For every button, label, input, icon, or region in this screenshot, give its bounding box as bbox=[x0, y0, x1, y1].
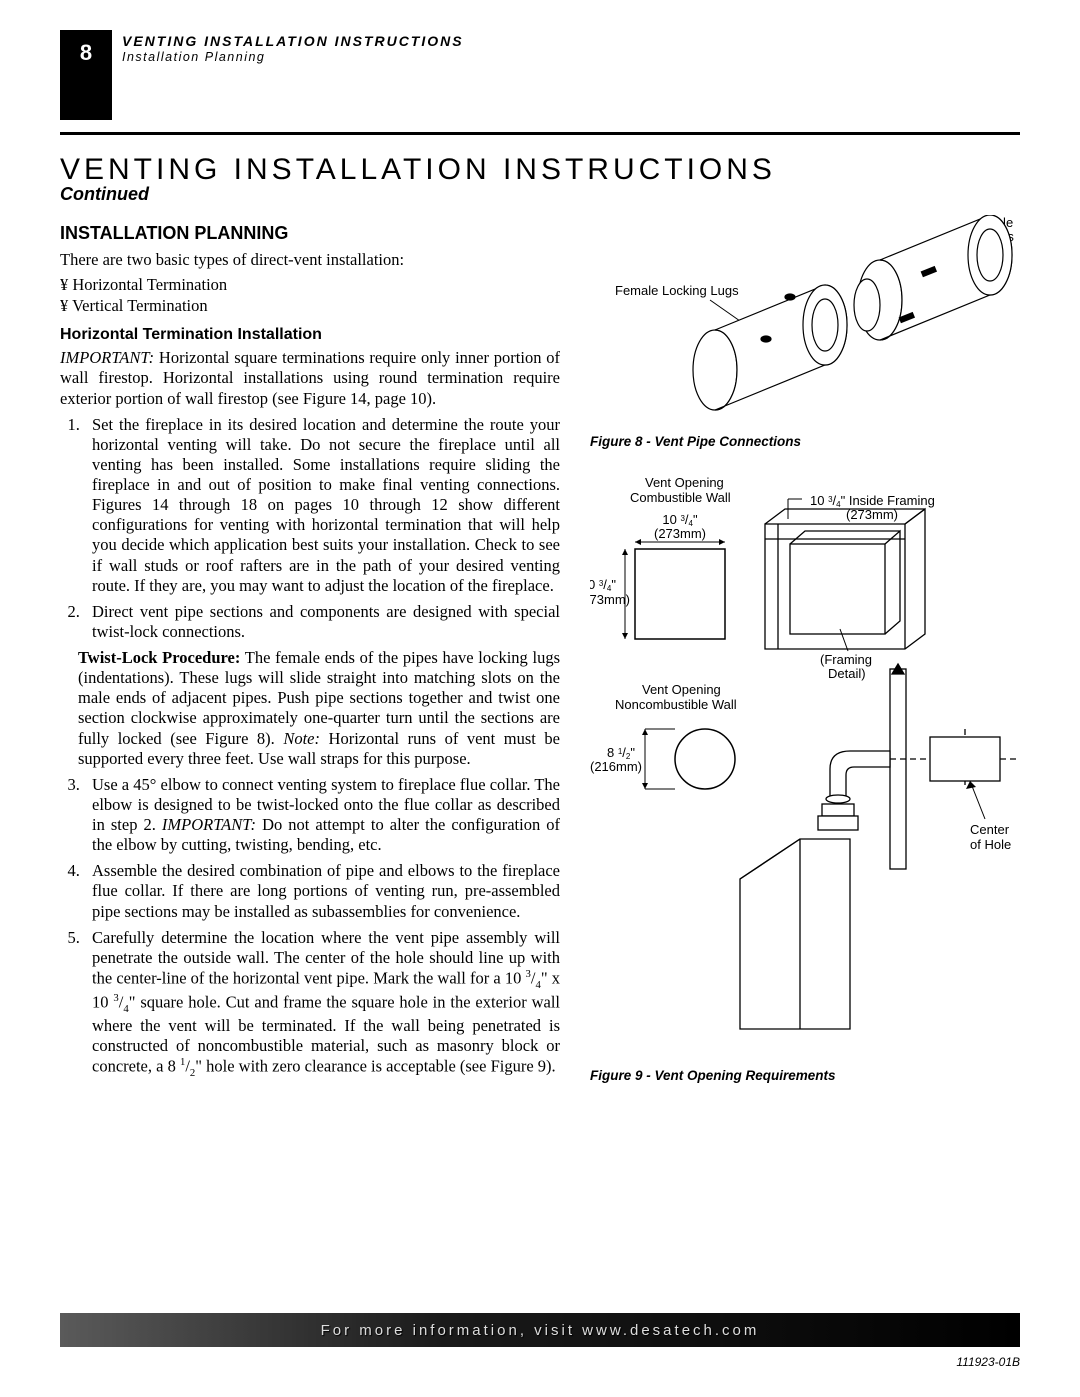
steps-list: Set the fireplace in its desired locatio… bbox=[60, 415, 560, 642]
fig9-dim-h2: (273mm) bbox=[654, 526, 706, 541]
fig9-noncomb-2: Noncombustible Wall bbox=[615, 697, 737, 712]
fig9-vent-opening-comb-2: Combustible Wall bbox=[630, 490, 731, 505]
subsection-heading: Horizontal Termination Installation bbox=[60, 326, 560, 344]
page-header: 8 VENTING INSTALLATION INSTRUCTIONS Inst… bbox=[60, 30, 1020, 120]
continued-label: Continued bbox=[60, 184, 1020, 205]
important-paragraph: IMPORTANT: Horizontal square termination… bbox=[60, 348, 560, 408]
fig9-noncomb-1: Vent Opening bbox=[642, 682, 721, 697]
left-column: INSTALLATION PLANNING There are two basi… bbox=[60, 215, 560, 1086]
fig8-female-lugs-label: Female Locking Lugs bbox=[615, 283, 739, 298]
fig9-vent-opening-comb-1: Vent Opening bbox=[645, 475, 724, 490]
step-4: Assemble the desired combination of pipe… bbox=[84, 861, 560, 921]
step-1: Set the fireplace in its desired locatio… bbox=[84, 415, 560, 596]
footer-text: For more information, visit www.desatech… bbox=[321, 1322, 760, 1339]
main-title: VENTING INSTALLATION INSTRUCTIONS bbox=[60, 153, 1020, 186]
section-heading: INSTALLATION PLANNING bbox=[60, 223, 560, 244]
twist-lock-paragraph: Twist-Lock Procedure: The female ends of… bbox=[78, 648, 560, 769]
document-id: 111923-01B bbox=[956, 1355, 1020, 1369]
figure-8-caption: Figure 8 - Vent Pipe Connections bbox=[590, 434, 1020, 449]
fig9-center-2: of Hole bbox=[970, 837, 1011, 852]
header-line-2: Installation Planning bbox=[122, 50, 464, 64]
header-line-1: VENTING INSTALLATION INSTRUCTIONS bbox=[122, 33, 464, 49]
fig9-dim-circle-2: (216mm) bbox=[590, 759, 642, 774]
page-number-box: 8 bbox=[60, 30, 112, 120]
fig9-dim-v2: (273mm) bbox=[590, 592, 630, 607]
step-3: Use a 45° elbow to connect venting syste… bbox=[84, 775, 560, 856]
fig9-center-1: Center bbox=[970, 822, 1010, 837]
bullet-2: ¥ Vertical Termination bbox=[60, 295, 560, 316]
fig9-dim-v1: 10 3/4" bbox=[590, 577, 616, 593]
fig9-framing-detail-1: (Framing bbox=[820, 652, 872, 667]
intro-paragraph: There are two basic types of direct-vent… bbox=[60, 250, 560, 270]
figure-9-caption: Figure 9 - Vent Opening Requirements bbox=[590, 1068, 1020, 1083]
bullet-1: ¥ Horizontal Termination bbox=[60, 274, 560, 295]
step-2: Direct vent pipe sections and components… bbox=[84, 602, 560, 642]
steps-list-cont: Use a 45° elbow to connect venting syste… bbox=[60, 775, 560, 1080]
step-5: Carefully determine the location where t… bbox=[84, 928, 560, 1080]
horizontal-rule bbox=[60, 132, 1020, 135]
page-number: 8 bbox=[80, 40, 92, 66]
figure-8: Male Slots Female Locking Lugs bbox=[590, 215, 1020, 420]
footer-bar: For more information, visit www.desatech… bbox=[60, 1313, 1020, 1347]
figure-9: Vent Opening Combustible Wall 10 3/4" In… bbox=[590, 469, 1020, 1054]
fig9-framing-detail-2: Detail) bbox=[828, 666, 866, 681]
header-text: VENTING INSTALLATION INSTRUCTIONS Instal… bbox=[122, 30, 464, 64]
right-column: Male Slots Female Locking Lugs bbox=[590, 215, 1020, 1086]
